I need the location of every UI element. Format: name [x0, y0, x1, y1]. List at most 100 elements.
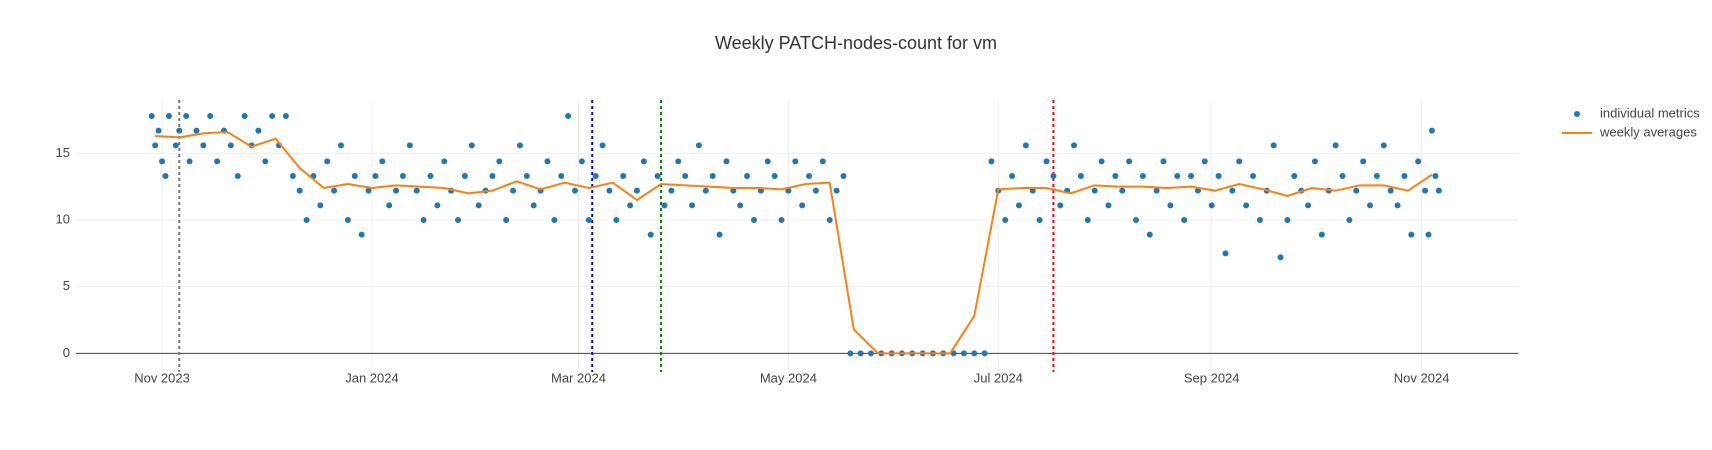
data-point: [172, 142, 179, 149]
data-point: [289, 173, 296, 179]
data-point: [379, 158, 386, 165]
data-point: [227, 142, 234, 149]
data-point: [544, 158, 551, 165]
data-point: [682, 173, 689, 179]
data-point: [165, 113, 172, 119]
x-tick-label: May 2024: [760, 370, 817, 385]
data-point: [716, 231, 723, 238]
data-point: [1098, 158, 1105, 165]
data-point: [599, 142, 606, 149]
data-point: [159, 158, 166, 165]
data-point: [496, 158, 503, 165]
data-point: [1084, 217, 1091, 223]
data-point: [399, 173, 406, 179]
data-point: [647, 231, 654, 238]
data-point: [1256, 217, 1263, 223]
data-point: [764, 158, 771, 165]
data-point: [1091, 187, 1098, 194]
x-tick-label: Jul 2024: [974, 370, 1023, 385]
data-point: [971, 350, 978, 357]
data-point: [867, 350, 874, 357]
data-point: [661, 202, 668, 209]
data-point: [1380, 142, 1387, 149]
x-tick-label: Nov 2023: [134, 370, 190, 385]
data-point: [324, 158, 331, 165]
data-point: [1029, 187, 1036, 194]
data-point: [317, 202, 324, 209]
data-point: [572, 187, 579, 194]
x-tick-label: Nov 2024: [1394, 370, 1450, 385]
data-point: [1422, 187, 1429, 194]
data-point: [640, 158, 647, 165]
data-point: [620, 173, 627, 179]
data-point: [1428, 127, 1435, 134]
data-point: [269, 113, 276, 119]
data-point: [1071, 142, 1078, 149]
y-tick-label: 10: [56, 211, 70, 226]
data-point: [337, 142, 344, 149]
data-point: [434, 202, 441, 209]
data-point: [702, 187, 709, 194]
data-point: [1201, 158, 1208, 165]
x-tick-label: Sep 2024: [1184, 370, 1240, 385]
y-tick-label: 0: [63, 345, 70, 360]
data-point: [331, 187, 338, 194]
data-point: [455, 217, 462, 223]
data-point: [296, 187, 303, 194]
data-point: [1270, 142, 1277, 149]
data-point: [737, 202, 744, 209]
data-point: [1036, 217, 1043, 223]
data-point: [606, 187, 613, 194]
data-point: [461, 173, 468, 179]
data-point: [344, 217, 351, 223]
data-point: [565, 113, 572, 119]
data-point: [1208, 202, 1215, 209]
data-point: [833, 187, 840, 194]
data-point: [468, 142, 475, 149]
data-point: [1194, 187, 1201, 194]
data-point: [1432, 173, 1439, 179]
data-point: [1188, 173, 1195, 179]
data-point: [1332, 142, 1339, 149]
data-point: [1305, 202, 1312, 209]
x-tick-label: Mar 2024: [551, 370, 606, 385]
data-point: [303, 217, 310, 223]
data-point: [262, 158, 269, 165]
data-point: [255, 127, 262, 134]
data-point: [1250, 173, 1257, 179]
data-point: [744, 173, 751, 179]
data-point: [413, 187, 420, 194]
data-point: [365, 187, 372, 194]
data-point: [960, 350, 967, 357]
data-point: [812, 187, 819, 194]
data-point: [1435, 187, 1442, 194]
data-point: [1002, 217, 1009, 223]
data-point: [578, 158, 585, 165]
data-point: [1146, 231, 1153, 238]
data-point: [1222, 250, 1229, 257]
data-point: [778, 217, 785, 223]
data-point: [819, 158, 826, 165]
data-point: [406, 142, 413, 149]
legend-label: weekly averages: [1599, 124, 1697, 139]
data-point: [1167, 202, 1174, 209]
data-point: [1126, 158, 1133, 165]
data-point: [1153, 187, 1160, 194]
data-point: [1367, 202, 1374, 209]
data-point: [627, 202, 634, 209]
data-point: [1077, 173, 1084, 179]
data-point: [668, 187, 675, 194]
chart-title: Weekly PATCH-nodes-count for vm: [715, 33, 997, 53]
data-point: [840, 173, 847, 179]
data-point: [503, 217, 510, 223]
data-point: [1236, 158, 1243, 165]
data-point: [1425, 231, 1432, 238]
data-point: [1105, 202, 1112, 209]
data-point: [1311, 158, 1318, 165]
data-point: [1119, 187, 1126, 194]
data-point: [1181, 217, 1188, 223]
data-point: [193, 127, 200, 134]
data-point: [613, 217, 620, 223]
data-point: [730, 187, 737, 194]
data-point: [516, 142, 523, 149]
